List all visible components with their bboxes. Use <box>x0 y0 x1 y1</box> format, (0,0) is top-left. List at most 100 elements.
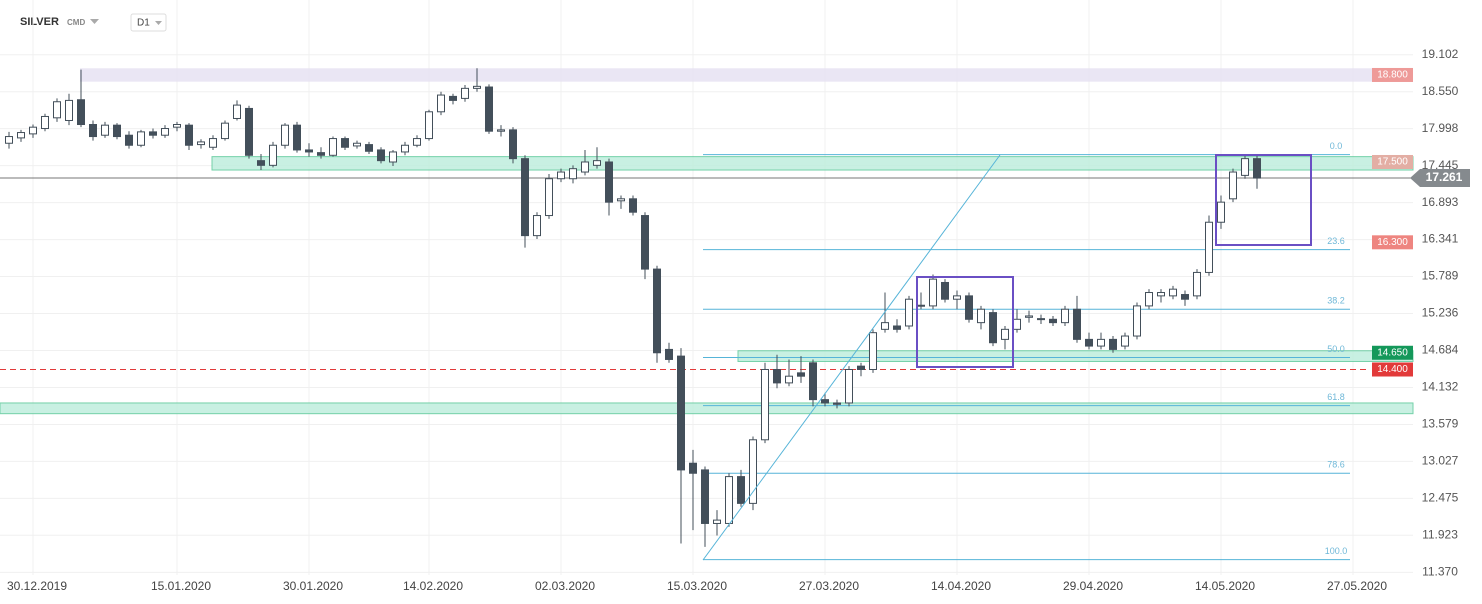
candle-body <box>317 152 325 156</box>
candle-body <box>605 161 613 203</box>
candle-body <box>53 101 61 119</box>
candle-body <box>581 161 589 173</box>
candle-body <box>1061 308 1069 324</box>
candle-body <box>1037 318 1045 321</box>
candle-body <box>329 138 337 156</box>
x-tick-label: 14.04.2020 <box>931 579 991 593</box>
price-zone <box>80 68 1413 82</box>
candle-body <box>29 126 37 135</box>
candle-body <box>173 124 181 128</box>
level-label: 14.650 <box>1377 347 1408 358</box>
candle-body <box>749 439 757 504</box>
candle-body <box>845 368 853 404</box>
symbol[interactable]: SILVER <box>20 16 59 28</box>
level-tag <box>1372 235 1413 250</box>
last-price-tag <box>1410 168 1470 187</box>
candle-body <box>569 168 577 180</box>
level-label: 14.400 <box>1377 364 1408 375</box>
candle-body <box>269 144 277 166</box>
consolidation-box <box>916 276 1014 368</box>
fib-label: 61.8 <box>1327 392 1345 402</box>
candle-body <box>101 124 109 136</box>
interval-box[interactable] <box>130 13 167 32</box>
candle-body <box>1181 294 1189 300</box>
fib-label: 38.2 <box>1327 296 1345 306</box>
market: CMD <box>67 18 85 27</box>
symbol-dropdown[interactable] <box>90 19 99 24</box>
candle-body <box>305 149 313 153</box>
candle-body <box>77 99 85 126</box>
candle-body <box>161 128 169 136</box>
x-tick-label: 27.03.2020 <box>799 579 859 593</box>
candle-body <box>1001 328 1009 340</box>
fib-label: 50.0 <box>1327 344 1345 354</box>
candle-body <box>521 158 529 237</box>
candle-body <box>1253 158 1261 179</box>
candle-body <box>785 375 793 384</box>
candle-body <box>677 355 685 471</box>
y-tick-label: 18.550 <box>1422 84 1459 98</box>
level-tag <box>1372 154 1413 169</box>
candle-body <box>113 124 121 138</box>
candle-body <box>665 348 673 360</box>
candle-body <box>1049 318 1057 324</box>
candle-body <box>629 198 637 213</box>
candle-body <box>1109 338 1117 350</box>
candle-body <box>293 124 301 151</box>
candle-body <box>137 131 145 146</box>
candle-body <box>653 268 661 354</box>
candle-body <box>497 129 505 132</box>
candle-body <box>893 325 901 330</box>
candle-body <box>341 138 349 148</box>
candle-body <box>257 160 265 166</box>
candle-body <box>773 368 781 384</box>
candle-body <box>941 281 949 300</box>
y-tick-label: 11.370 <box>1422 564 1458 578</box>
candle-body <box>377 149 385 162</box>
level-label: 17.500 <box>1377 157 1408 168</box>
candle-body <box>821 399 829 404</box>
interval-dropdown[interactable] <box>155 21 162 25</box>
candle-body <box>641 215 649 270</box>
x-tick-label: 27.05.2020 <box>1327 579 1387 593</box>
last-price-label: 17.261 <box>1426 170 1463 184</box>
x-tick-label: 30.12.2019 <box>7 579 67 593</box>
candle-body <box>557 171 565 180</box>
x-tick-label: 14.05.2020 <box>1195 579 1255 593</box>
price-zone <box>0 402 1414 415</box>
candle-body <box>413 138 421 146</box>
candle-body <box>1217 201 1225 223</box>
price-zone <box>737 350 1414 362</box>
x-tick-label: 30.01.2020 <box>283 579 343 593</box>
fib-label: 78.6 <box>1327 460 1345 470</box>
fib-label: 23.6 <box>1327 236 1345 246</box>
interval[interactable]: D1 <box>137 18 150 29</box>
y-tick-label: 11.923 <box>1422 527 1458 541</box>
candle-body <box>245 107 253 156</box>
candle-body <box>1145 292 1153 307</box>
candle-body <box>545 178 553 217</box>
y-tick-label: 15.236 <box>1422 306 1459 320</box>
candle-body <box>41 115 49 130</box>
level-tag <box>1372 362 1413 377</box>
y-tick-label: 13.027 <box>1422 454 1459 468</box>
candle-body <box>905 298 913 327</box>
level-tag <box>1372 67 1413 82</box>
candle-body <box>761 368 769 441</box>
candle-body <box>485 86 493 132</box>
candle-body <box>725 476 733 524</box>
candle-body <box>65 99 73 121</box>
candle-body <box>1169 288 1177 297</box>
candle-body <box>401 144 409 153</box>
candle-body <box>617 198 625 202</box>
candle-body <box>869 332 877 370</box>
candle-body <box>437 94 445 113</box>
candle-body <box>701 469 709 524</box>
y-tick-label: 12.475 <box>1422 491 1459 505</box>
x-tick-label: 15.01.2020 <box>151 579 211 593</box>
consolidation-box <box>1215 154 1312 246</box>
candle-body <box>953 295 961 300</box>
candle-body <box>1121 335 1129 347</box>
candle-body <box>881 322 889 330</box>
